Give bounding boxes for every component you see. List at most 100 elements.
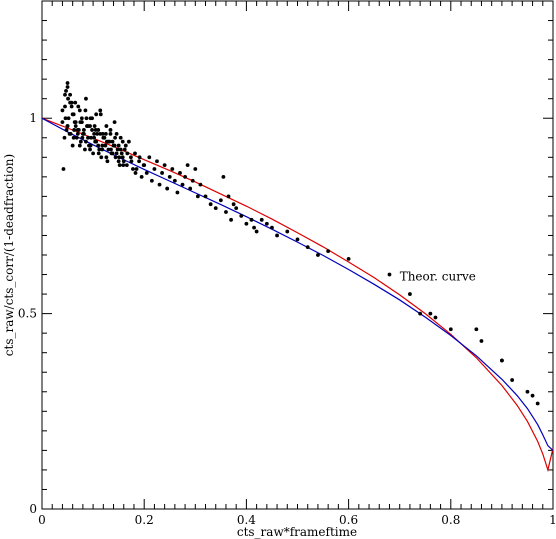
data-point <box>83 147 87 152</box>
data-point <box>66 96 70 101</box>
data-points <box>60 81 540 406</box>
data-point <box>239 214 244 218</box>
data-point <box>264 221 269 226</box>
data-point <box>326 249 331 253</box>
data-point <box>77 143 82 148</box>
data-point <box>60 108 65 113</box>
data-point <box>118 135 123 140</box>
data-point <box>115 147 120 152</box>
data-point <box>125 151 130 156</box>
data-point <box>120 155 125 160</box>
data-point <box>213 206 218 211</box>
data-point <box>155 159 159 164</box>
x-ticks: 0 0.2 0.4 0.6 0.8 1 <box>38 1 556 527</box>
data-point <box>110 151 115 156</box>
x-tick-label: 0.2 <box>135 513 154 527</box>
data-point <box>149 178 154 183</box>
data-point <box>65 85 70 89</box>
data-point <box>78 120 83 125</box>
data-point <box>103 143 108 148</box>
data-point <box>82 128 86 132</box>
data-point <box>474 327 479 332</box>
data-point <box>208 202 213 207</box>
data-point <box>479 339 484 343</box>
data-point <box>285 229 290 234</box>
data-point <box>165 186 170 191</box>
data-point <box>190 178 195 183</box>
data-point <box>172 178 177 183</box>
data-point <box>97 147 102 152</box>
data-point <box>160 171 164 175</box>
data-point <box>112 143 117 148</box>
data-point <box>428 311 433 316</box>
data-point <box>83 108 88 113</box>
data-point <box>66 116 71 121</box>
data-point <box>73 100 78 105</box>
data-point <box>109 147 113 152</box>
y-ticks: 00.51 <box>18 0 553 516</box>
data-point <box>195 194 200 199</box>
data-point <box>95 131 100 136</box>
data-point <box>193 167 198 171</box>
data-point <box>75 131 80 136</box>
data-point <box>116 159 121 164</box>
data-point <box>71 135 76 140</box>
data-point <box>167 174 172 179</box>
data-point <box>120 139 125 144</box>
y-tick-label: 1 <box>29 111 37 125</box>
data-point <box>114 131 119 136</box>
data-point <box>259 217 264 222</box>
data-point <box>119 151 124 156</box>
data-point <box>63 92 67 97</box>
x-axis-label: cts_raw*frameftime <box>237 525 357 539</box>
data-point <box>92 124 97 128</box>
data-point <box>68 92 73 97</box>
data-point <box>170 167 175 171</box>
fit-curve <box>41 117 554 451</box>
data-point <box>448 327 453 332</box>
data-point <box>131 167 135 171</box>
data-point <box>112 120 117 125</box>
data-point <box>408 292 412 296</box>
data-point <box>105 139 109 144</box>
data-point <box>102 135 107 140</box>
plot-frame <box>41 0 554 510</box>
data-point <box>117 155 122 160</box>
data-point <box>152 167 157 171</box>
data-point <box>110 139 115 144</box>
data-point <box>234 206 239 211</box>
data-point <box>93 128 98 132</box>
data-point <box>62 135 67 140</box>
x-tick-label: 0.8 <box>441 513 460 527</box>
data-point <box>86 135 90 140</box>
y-axis-label: cts_raw/cts_corr/(1-deadfraction) <box>2 154 16 356</box>
data-point <box>147 155 152 160</box>
data-point <box>185 163 190 168</box>
data-point <box>65 124 70 128</box>
data-point <box>67 131 72 136</box>
data-point <box>137 159 141 164</box>
data-point <box>226 194 231 199</box>
curves <box>41 117 554 473</box>
data-point <box>63 104 67 109</box>
x-tick-label: 1 <box>549 513 556 527</box>
data-point <box>73 120 78 125</box>
data-point <box>77 108 82 113</box>
data-point <box>114 151 119 156</box>
theoretical-curve <box>41 117 554 473</box>
data-point <box>134 167 139 171</box>
data-point <box>90 128 94 132</box>
data-point <box>113 155 118 160</box>
data-point <box>183 174 187 179</box>
data-point <box>71 112 76 117</box>
data-point <box>305 245 310 250</box>
data-point <box>122 147 127 152</box>
data-point <box>78 139 83 144</box>
data-point <box>76 104 81 109</box>
data-point <box>124 163 129 168</box>
data-point <box>65 81 70 85</box>
x-tick-label: 0 <box>38 513 46 527</box>
data-point <box>530 393 535 398</box>
data-point <box>96 143 101 148</box>
data-point <box>118 147 123 152</box>
